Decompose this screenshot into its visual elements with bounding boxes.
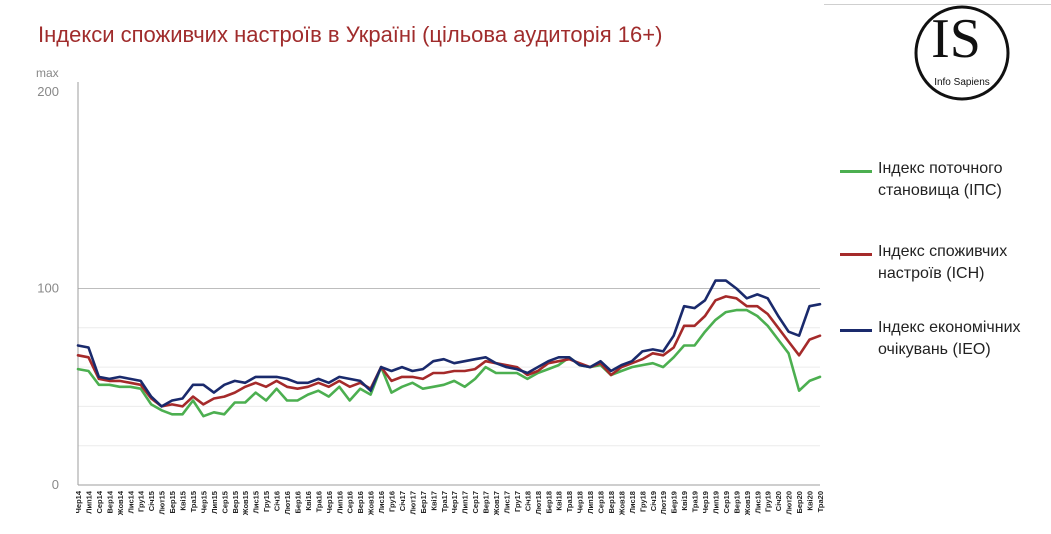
x-tick-label: Січ19	[649, 491, 658, 511]
x-tick-label: Гру17	[513, 491, 522, 512]
x-tick-label: Жов17	[492, 491, 501, 516]
x-tick-label: Жов16	[367, 491, 376, 516]
legend-label-isn: Індекс споживчих настроїв (ІСН)	[878, 243, 1008, 282]
line-chart: max 200 100 0 Чер14 Лип14 Сер14 Вер14 Жов14 Лис14…	[36, 66, 825, 516]
x-tick-label: Лип17	[461, 491, 470, 514]
x-tick-label: Бер18	[544, 491, 553, 514]
x-tick-label: Чер18	[576, 491, 585, 513]
legend-swatch-ieo	[840, 329, 872, 332]
x-tick-label: Тра15	[189, 491, 198, 512]
y-tick-label: 100	[37, 281, 59, 296]
x-tick-label: Січ17	[398, 491, 407, 511]
x-tick-label: Лис18	[628, 491, 637, 513]
x-tick-label: Жов18	[617, 491, 626, 516]
x-tick-label: Жов15	[241, 491, 250, 516]
x-tick-label: Сер18	[597, 491, 606, 514]
x-tick-label: Кві17	[429, 491, 438, 511]
x-tick-label: Вер14	[105, 490, 114, 513]
x-tick-label: Лют18	[534, 491, 543, 515]
x-tick-label: Гру14	[137, 490, 146, 512]
top-rule	[824, 4, 1051, 5]
series-line-ieo	[76, 279, 822, 408]
x-tick-label: Лис14	[126, 490, 135, 513]
x-tick-label: Чер17	[450, 491, 459, 513]
y-top-label: max	[36, 66, 59, 80]
x-tick-label: Сер17	[471, 491, 480, 514]
legend-swatch-isn	[840, 253, 872, 256]
x-tick-label: Лип15	[210, 491, 219, 514]
x-tick-label: Лют17	[408, 491, 417, 515]
x-tick-label: Тра16	[314, 491, 323, 512]
x-tick-label: Лют19	[659, 491, 668, 515]
x-tick-label: Вер17	[482, 491, 491, 514]
legend-label-ips: Індекс поточного становища (ІПС)	[878, 160, 1003, 199]
info-sapiens-logo: IS Info Sapiens	[914, 5, 1010, 101]
y-tick-label: 0	[52, 477, 59, 492]
x-tick-label: Січ15	[147, 491, 156, 511]
x-tick-label: Тра18	[565, 491, 574, 512]
x-tick-label: Кві20	[806, 491, 815, 511]
x-tick-label: Бер17	[419, 491, 428, 514]
x-tick-label: Лис17	[502, 491, 511, 513]
x-tick-label: Лип16	[335, 491, 344, 514]
x-tick-label: Бер20	[795, 491, 804, 514]
svg-text:Info Sapiens: Info Sapiens	[934, 77, 990, 88]
series-line-ips	[76, 308, 822, 418]
x-tick-label: Тра17	[440, 491, 449, 512]
x-tick-label: Сер16	[346, 491, 355, 514]
x-tick-label: Бер16	[293, 491, 302, 514]
x-tick-label: Гру15	[262, 491, 271, 512]
x-tick-label: Сер15	[220, 491, 229, 514]
x-tick-label: Гру19	[764, 491, 773, 512]
x-tick-label: Кві18	[555, 491, 564, 511]
x-tick-label: Лип19	[711, 491, 720, 514]
x-tick-label: Вер15	[231, 491, 240, 514]
x-tick-label: Тра19	[691, 491, 700, 512]
x-tick-label: Кві19	[680, 491, 689, 511]
x-tick-label: Чер14	[74, 490, 83, 513]
x-tick-label: Бер19	[670, 491, 679, 514]
x-tick-label: Вер16	[356, 491, 365, 514]
chart-title: Індекси споживчих настроїв в Україні (ці…	[38, 22, 663, 47]
legend-swatch-ips	[840, 170, 872, 173]
x-tick-label: Січ20	[774, 491, 783, 511]
x-tick-label: Січ16	[273, 491, 282, 511]
series-line-isn	[76, 295, 822, 408]
x-tick-label: Лип14	[84, 490, 93, 514]
x-tick-label: Бер15	[168, 491, 177, 514]
x-tick-label: Кві16	[304, 491, 313, 511]
x-tick-label: Тра20	[816, 491, 825, 512]
x-tick-label: Січ18	[523, 491, 532, 511]
x-tick-label: Гру18	[638, 491, 647, 512]
x-tick-label: Сер19	[722, 491, 731, 514]
x-tick-label: Гру16	[388, 491, 397, 512]
legend-label-ieo: Індекс економічних очікувань (ІЕО)	[878, 319, 1021, 358]
svg-text:IS: IS	[931, 8, 981, 70]
x-tick-label: Чер16	[325, 491, 334, 513]
x-tick-label: Чер15	[199, 491, 208, 513]
x-tick-label: Лис16	[377, 491, 386, 513]
x-tick-label: Вер19	[732, 491, 741, 514]
x-tick-label: Жов14	[116, 490, 125, 516]
y-tick-label: 200	[37, 84, 59, 99]
x-tick-label: Вер18	[607, 491, 616, 514]
x-tick-label: Лис19	[753, 491, 762, 513]
x-tick-label: Лис15	[252, 491, 261, 513]
x-tick-label: Лют15	[158, 491, 167, 515]
x-tick-label: Кві15	[179, 491, 188, 511]
x-tick-label: Жов19	[743, 491, 752, 516]
x-tick-label: Лют20	[785, 491, 794, 515]
x-tick-label: Сер14	[95, 490, 104, 513]
x-tick-label: Чер19	[701, 491, 710, 513]
x-tick-label: Лют16	[283, 491, 292, 515]
x-tick-label: Лип18	[586, 491, 595, 514]
